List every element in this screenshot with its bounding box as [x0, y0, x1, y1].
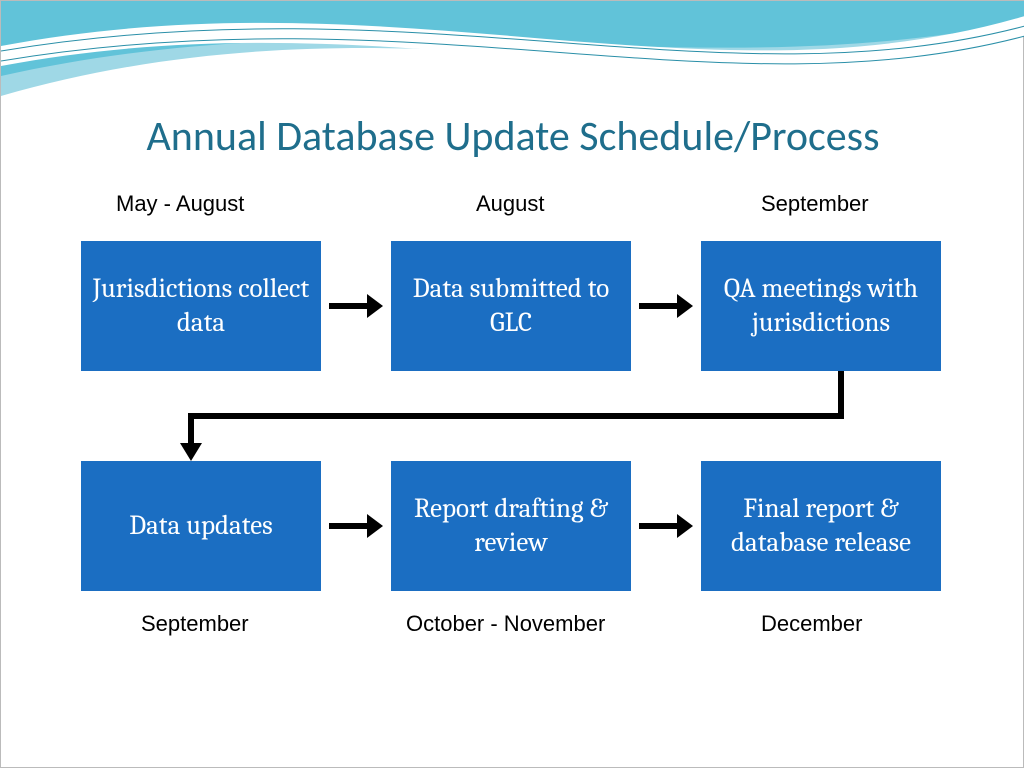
- process-box-n3: QA meetings with jurisdictions: [701, 241, 941, 371]
- process-box-n1: Jurisdictions collect data: [81, 241, 321, 371]
- slide-title: Annual Database Update Schedule/Process: [1, 111, 1024, 162]
- time-label-n6: December: [761, 611, 862, 637]
- process-box-n6: Final report & database release: [701, 461, 941, 591]
- time-label-n4: September: [141, 611, 249, 637]
- process-flowchart: May - August August September Jurisdicti…: [61, 181, 971, 701]
- process-box-n2: Data submitted to GLC: [391, 241, 631, 371]
- time-label-n2: August: [476, 191, 545, 217]
- time-label-n1: May - August: [116, 191, 244, 217]
- time-label-n5: October - November: [406, 611, 605, 637]
- time-label-n3: September: [761, 191, 869, 217]
- process-box-n5: Report drafting & review: [391, 461, 631, 591]
- process-box-n4: Data updates: [81, 461, 321, 591]
